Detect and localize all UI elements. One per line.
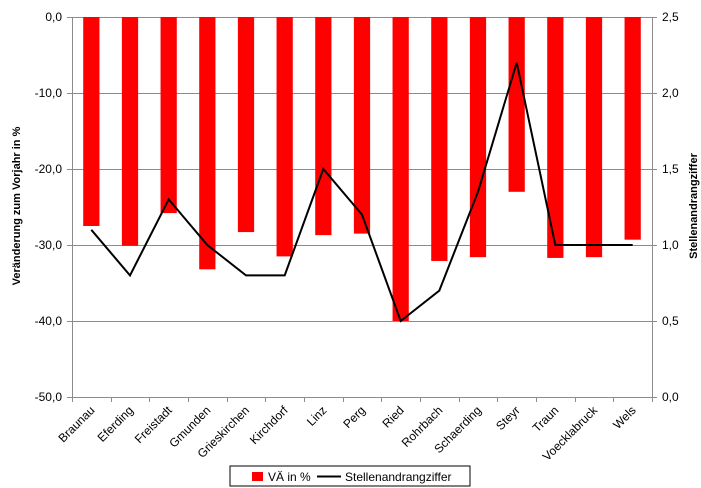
bar bbox=[547, 17, 564, 258]
bar bbox=[315, 17, 332, 236]
bar bbox=[160, 17, 177, 214]
bar bbox=[469, 17, 487, 258]
left-tick-label: -20,0 bbox=[35, 162, 63, 176]
bar bbox=[585, 17, 603, 258]
left-tick-label: -50,0 bbox=[35, 390, 63, 404]
bar bbox=[83, 17, 100, 226]
bar bbox=[431, 17, 448, 261]
left-axis-title: Veränderung zum Vorjahr in % bbox=[11, 126, 23, 285]
legend: VÄ in % Stellenandrangziffer bbox=[229, 465, 471, 487]
left-tick-label: 0,0 bbox=[45, 10, 62, 24]
legend-box bbox=[229, 465, 471, 487]
left-tick-label: -10,0 bbox=[35, 86, 63, 100]
right-tick-label: 2,0 bbox=[662, 86, 679, 100]
bar-series bbox=[83, 17, 641, 321]
right-axis-ticks: 0,0 0,5 1,0 1,5 2,0 2,5 bbox=[662, 10, 679, 404]
bar bbox=[121, 17, 139, 246]
bar bbox=[508, 17, 525, 192]
legend-label-bar: VÄ in % bbox=[268, 470, 311, 484]
bar bbox=[237, 17, 255, 233]
right-axis-title: Stellenandrangziffer bbox=[688, 152, 700, 258]
left-tick-label: -40,0 bbox=[35, 314, 63, 328]
right-tick-label: 1,5 bbox=[662, 162, 679, 176]
bar bbox=[353, 17, 371, 234]
bar bbox=[624, 17, 641, 240]
right-tick-label: 0,5 bbox=[662, 314, 679, 328]
right-tick-label: 1,0 bbox=[662, 238, 679, 252]
bar bbox=[392, 17, 409, 321]
bar bbox=[276, 17, 293, 257]
legend-label-line: Stellenandrangziffer bbox=[345, 470, 452, 484]
legend-bar-swatch bbox=[252, 472, 263, 481]
left-tick-label: -30,0 bbox=[35, 238, 63, 252]
line-series bbox=[90, 62, 633, 323]
left-axis-ticks: -50,0 -40,0 -30,0 -20,0 -10,0 0,0 bbox=[35, 10, 63, 404]
bar bbox=[199, 17, 216, 270]
right-tick-label: 2,5 bbox=[662, 10, 679, 24]
right-tick-label: 0,0 bbox=[662, 390, 679, 404]
axes bbox=[67, 17, 657, 402]
